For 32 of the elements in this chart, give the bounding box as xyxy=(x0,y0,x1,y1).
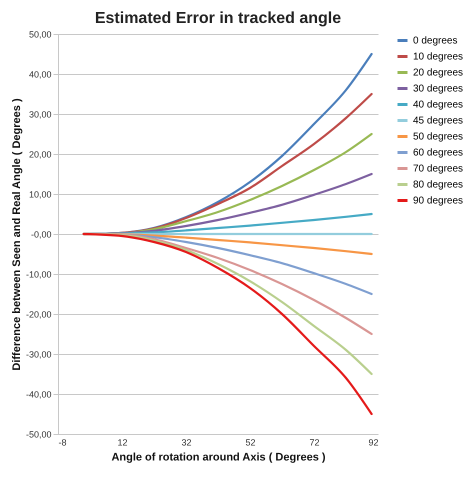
legend-label: 20 degrees xyxy=(413,68,464,78)
y-tick-label: 20,00 xyxy=(28,150,52,160)
y-tick-label: -20,00 xyxy=(26,310,52,320)
legend-label: 40 degrees xyxy=(413,100,464,110)
x-tick-label: 32 xyxy=(181,438,192,448)
legend-label: 70 degrees xyxy=(413,164,464,174)
y-axis-title: Difference between Seen and Real Angle ( Degrees ) xyxy=(10,98,23,371)
y-tick-label: -50,00 xyxy=(26,430,52,440)
y-tick-label: 50,00 xyxy=(28,30,52,40)
chart-title: Estimated Error in tracked angle xyxy=(94,10,342,27)
line-series xyxy=(82,232,373,416)
legend-label: 90 degrees xyxy=(413,196,464,206)
legend-label: 10 degrees xyxy=(413,52,464,62)
legend-label: 80 degrees xyxy=(413,180,464,190)
y-tick-label: 10,00 xyxy=(28,190,52,200)
legend-label: 45 degrees xyxy=(413,116,464,126)
legend-label: 50 degrees xyxy=(413,132,464,142)
y-tick-label: -10,00 xyxy=(26,270,52,280)
x-axis-title: Angle of rotation around Axis ( Degrees ) xyxy=(111,452,326,464)
x-tick-label: 72 xyxy=(309,438,320,448)
y-tick-label: 40,00 xyxy=(28,70,52,80)
y-tick-label: -30,00 xyxy=(26,350,52,360)
legend-label: 0 degrees xyxy=(413,36,458,46)
y-tick-label: -40,00 xyxy=(26,390,52,400)
x-tick-label: 52 xyxy=(245,438,256,448)
x-tick-label: 92 xyxy=(368,438,378,448)
x-tick-label: 12 xyxy=(117,438,128,448)
legend-label: 30 degrees xyxy=(413,84,464,94)
x-tick-label: -8 xyxy=(58,438,67,448)
y-tick-label: 30,00 xyxy=(28,110,52,120)
legend-label: 60 degrees xyxy=(413,148,464,158)
y-tick-label: -0,00 xyxy=(30,230,52,240)
